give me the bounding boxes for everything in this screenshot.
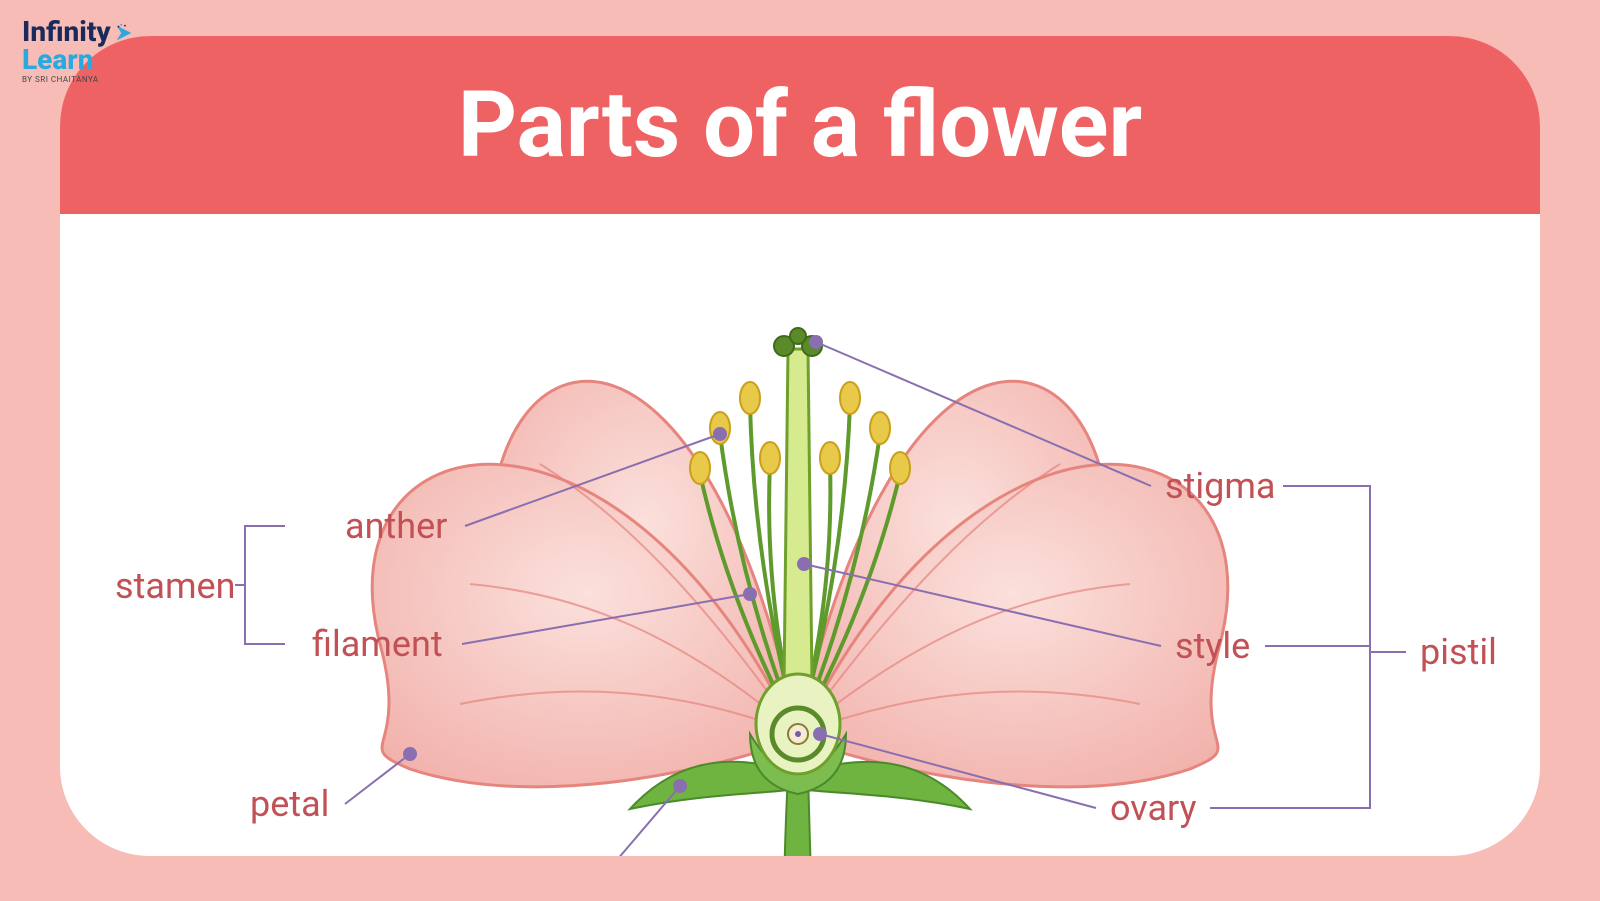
diagram-title: Parts of a flower: [458, 72, 1142, 179]
label-sepal: sepal: [510, 853, 596, 856]
label-petal: petal: [250, 783, 329, 825]
brand-logo: Infinity Learn BY SRI CHAITANYA: [22, 18, 135, 84]
label-ovary: ovary: [1110, 787, 1197, 829]
label-stamen: stamen: [115, 565, 235, 607]
label-filament: filament: [312, 623, 443, 665]
page-root: Infinity Learn BY SRI CHAITANYA Parts of…: [0, 0, 1600, 901]
logo-text-1: Infinity: [22, 18, 111, 46]
label-stigma: stigma: [1165, 465, 1275, 507]
logo-line2: Learn: [22, 46, 135, 74]
logo-line1: Infinity: [22, 18, 135, 46]
labels-layer: stamen anther filament petal sepal stigm…: [60, 214, 1540, 856]
label-pistil: pistil: [1420, 631, 1497, 673]
label-anther: anther: [345, 505, 447, 547]
logo-text-2: Learn: [22, 43, 93, 76]
logo-subtitle: BY SRI CHAITANYA: [22, 76, 135, 84]
diagram-body: stamen anther filament petal sepal stigm…: [60, 214, 1540, 856]
title-bar: Parts of a flower: [60, 36, 1540, 214]
diagram-card: Parts of a flower: [60, 36, 1540, 856]
label-style: style: [1175, 625, 1250, 667]
logo-arrow-icon: [113, 21, 135, 43]
